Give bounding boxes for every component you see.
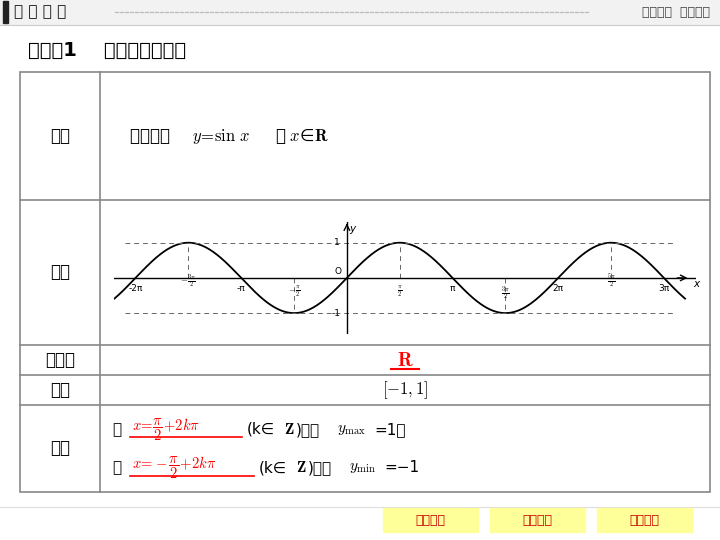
Text: π: π (450, 284, 455, 293)
Text: $-\frac{\pi}{2}$: $-\frac{\pi}{2}$ (288, 284, 300, 299)
Text: 自主学习  积淀基础: 自主学习 积淀基础 (642, 5, 710, 18)
Text: 最值: 最值 (50, 440, 70, 457)
Text: 3π: 3π (658, 284, 670, 293)
Text: $\mathbf{Z}$: $\mathbf{Z}$ (296, 460, 307, 475)
Text: $x\!=\!\dfrac{\pi}{2}\!+\!2k\pi$: $x\!=\!\dfrac{\pi}{2}\!+\!2k\pi$ (132, 416, 200, 443)
Text: -π: -π (237, 284, 246, 293)
Text: $\frac{5\pi}{2}$: $\frac{5\pi}{2}$ (607, 273, 616, 289)
Text: 课 前 预 习: 课 前 预 习 (14, 4, 66, 19)
Text: $\mathbf{R}$: $\mathbf{R}$ (397, 350, 413, 369)
Text: $\mathbf{Z}$: $\mathbf{Z}$ (284, 422, 294, 437)
Text: 当: 当 (112, 460, 121, 475)
Text: =1；: =1； (374, 422, 405, 437)
Text: $\frac{\pi}{2}$: $\frac{\pi}{2}$ (397, 284, 402, 299)
Text: 定义域: 定义域 (45, 351, 75, 369)
Text: 知识点1    正弦函数的性质: 知识点1 正弦函数的性质 (28, 40, 186, 59)
Text: 正弦函数: 正弦函数 (130, 127, 175, 145)
Text: 值域: 值域 (50, 381, 70, 399)
Text: $y_{\min}$: $y_{\min}$ (349, 460, 376, 475)
Text: )时，: )时， (308, 460, 332, 475)
Text: $y_{\max}$: $y_{\max}$ (337, 422, 366, 437)
Bar (597, 508, 692, 532)
Text: ，: ， (275, 127, 285, 145)
Text: (k∈: (k∈ (247, 422, 275, 437)
Text: x: x (693, 279, 700, 289)
Bar (0, 0, 720, 24)
Text: $\frac{3\pi}{2}$: $\frac{3\pi}{2}$ (501, 284, 510, 302)
Text: $[-1,1]$: $[-1,1]$ (382, 379, 428, 401)
Text: $x$: $x$ (289, 127, 300, 145)
Text: $-\frac{3\pi}{2}$: $-\frac{3\pi}{2}$ (181, 273, 197, 290)
Text: 2π: 2π (553, 284, 564, 293)
Text: O: O (335, 267, 342, 276)
Bar (490, 508, 585, 532)
Text: $\mathbf{R}$: $\mathbf{R}$ (314, 127, 328, 145)
Text: 课前预习: 课前预习 (415, 514, 446, 526)
Text: 1: 1 (334, 238, 340, 247)
Bar (3, 1, 8, 23)
Text: $y\!=\!\sin\,x$: $y\!=\!\sin\,x$ (192, 126, 250, 145)
Bar (383, 508, 478, 532)
Text: 函数: 函数 (50, 127, 70, 145)
Text: -1: -1 (331, 308, 340, 318)
Text: ∈: ∈ (300, 127, 315, 145)
Text: y: y (350, 225, 356, 234)
Text: )时，: )时， (296, 422, 320, 437)
Text: (k∈: (k∈ (259, 460, 287, 475)
Text: 课堂互动: 课堂互动 (523, 514, 552, 526)
Text: 课堂反馈: 课堂反馈 (629, 514, 660, 526)
Text: -2π: -2π (128, 284, 143, 293)
Text: 图像: 图像 (50, 264, 70, 281)
Bar (20, 72, 710, 492)
Text: =−1: =−1 (384, 460, 419, 475)
Text: $x\!=\!-\dfrac{\pi}{2}\!+\!2k\pi$: $x\!=\!-\dfrac{\pi}{2}\!+\!2k\pi$ (132, 454, 217, 481)
Text: 当: 当 (112, 422, 121, 437)
